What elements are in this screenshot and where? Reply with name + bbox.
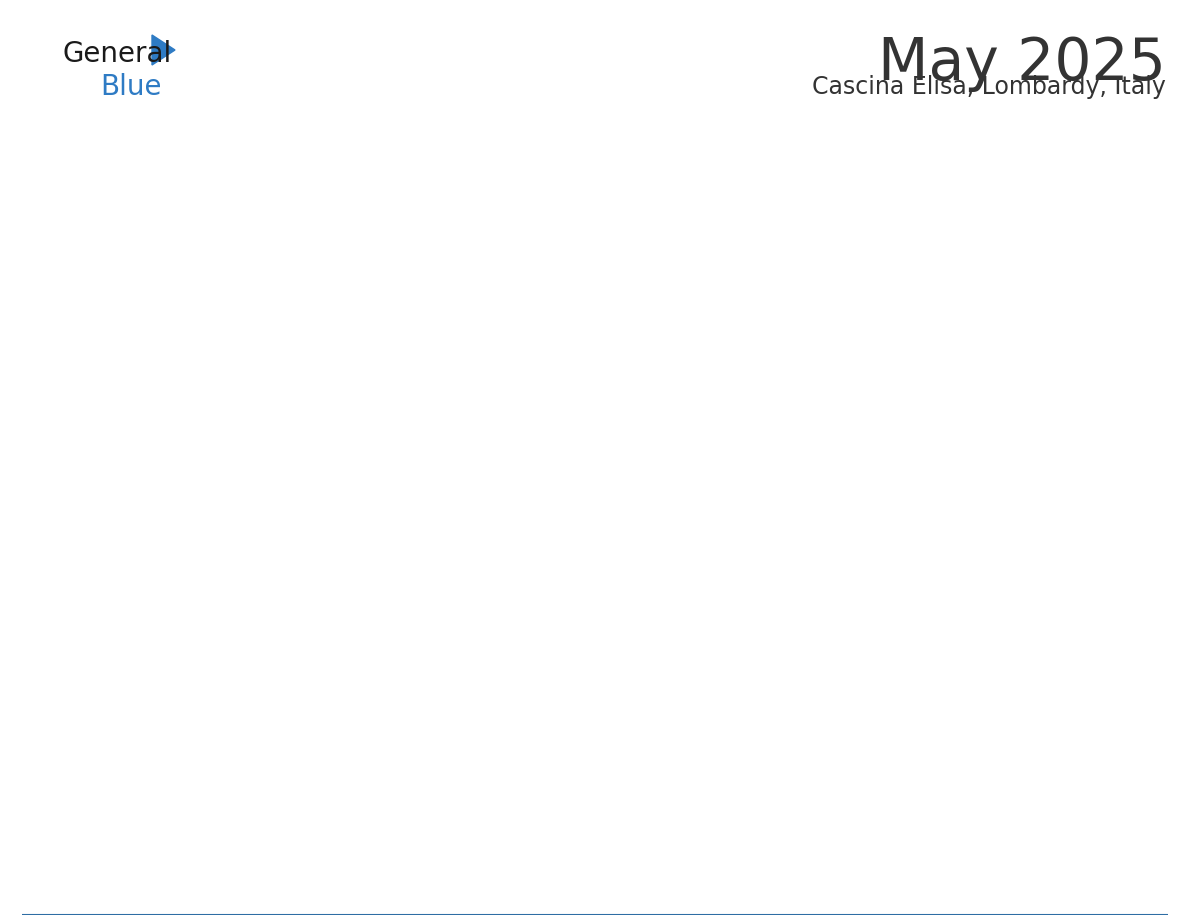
Text: Blue: Blue <box>100 73 162 101</box>
Bar <box>23 915 1168 918</box>
Polygon shape <box>152 35 175 65</box>
Text: May 2025: May 2025 <box>878 35 1165 92</box>
Text: General: General <box>62 40 171 68</box>
Text: Cascina Elisa, Lombardy, Italy: Cascina Elisa, Lombardy, Italy <box>813 75 1165 99</box>
